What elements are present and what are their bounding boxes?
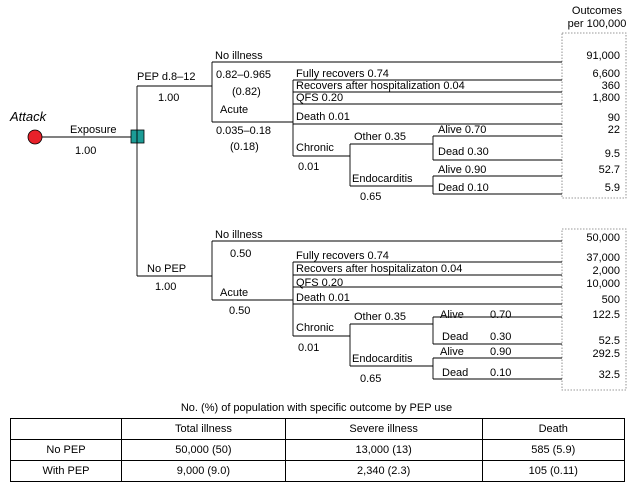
nopep-acute: Acute <box>220 287 248 299</box>
table-row: With PEP 9,000 (9.0) 2,340 (2.3) 105 (0.… <box>10 460 625 482</box>
table-header-row: Total illness Severe illness Death <box>10 418 625 440</box>
nopep-outcome: 292.5 <box>592 348 620 360</box>
pep-chronic: Chronic <box>296 142 334 154</box>
pep-dead-other: Dead 0.30 <box>438 146 489 158</box>
nopep-alive-other-prob: 0.70 <box>490 309 511 321</box>
attack-node <box>27 129 43 145</box>
decision-tree: Attack Exposure 1.00 Outcomes per 100,00… <box>9 5 627 391</box>
nopep-other: Other 0.35 <box>354 311 406 323</box>
nopep-outcomes-box <box>561 228 627 391</box>
nopep-alive-endo: Alive <box>440 346 464 358</box>
nopep-outcome: 37,000 <box>586 252 620 264</box>
pep-qfs: QFS 0.20 <box>296 92 343 104</box>
nopep-endocarditis-prob: 0.65 <box>360 373 381 385</box>
pep-label: PEP d.8–12 <box>137 71 196 83</box>
pep-outcome: 52.7 <box>599 164 620 176</box>
nopep-qfs: QFS 0.20 <box>296 277 343 289</box>
pep-endocarditis-prob: 0.65 <box>360 191 381 203</box>
outcomes-header-2: per 100,000 <box>568 18 627 30</box>
nopep-outcome: 10,000 <box>586 278 620 290</box>
nopep-acute-prob: 0.50 <box>229 305 250 317</box>
pep-prob: 1.00 <box>158 92 179 104</box>
nopep-recovers-hosp: Recovers after hospitalizaton 0.04 <box>296 263 462 275</box>
table-cell: No PEP <box>10 439 122 461</box>
pep-outcome: 360 <box>602 80 620 92</box>
table-cell: With PEP <box>10 460 122 482</box>
pep-no-illness-prob: (0.82) <box>232 86 261 98</box>
table-row: No PEP 50,000 (50) 13,000 (13) 585 (5.9) <box>10 439 625 461</box>
pep-outcome: 6,600 <box>592 68 620 80</box>
pep-no-illness-range: 0.82–0.965 <box>216 69 271 81</box>
nopep-outcome: 52.5 <box>599 335 620 347</box>
nopep-prob: 1.00 <box>155 281 176 293</box>
pep-chronic-prob: 0.01 <box>298 161 319 173</box>
nopep-dead-other-prob: 0.30 <box>490 331 511 343</box>
pep-other: Other 0.35 <box>354 131 406 143</box>
pep-fully-recovers: Fully recovers 0.74 <box>296 68 389 80</box>
pep-acute: Acute <box>220 104 248 116</box>
pep-outcome: 5.9 <box>605 182 620 194</box>
nopep-outcome: 32.5 <box>599 369 620 381</box>
table-cell: 2,340 (2.3) <box>284 460 483 482</box>
nopep-alive-other: Alive <box>440 309 464 321</box>
nopep-dead-endo: Dead <box>442 367 468 379</box>
table-cell: 585 (5.9) <box>481 439 625 461</box>
nopep-chronic-prob: 0.01 <box>298 342 319 354</box>
pep-outcome: 1,800 <box>592 92 620 104</box>
pep-dead-endo: Dead 0.10 <box>438 182 489 194</box>
nopep-no-illness: No illness <box>215 229 263 241</box>
nopep-outcome: 500 <box>602 294 620 306</box>
nopep-dead-endo-prob: 0.10 <box>490 367 511 379</box>
nopep-death: Death 0.01 <box>296 292 350 304</box>
nopep-chronic: Chronic <box>296 322 334 334</box>
table-cell: 13,000 (13) <box>284 439 483 461</box>
table-cell: 105 (0.11) <box>481 460 625 482</box>
table-caption: No. (%) of population with specific outc… <box>180 402 453 414</box>
nopep-dead-other: Dead <box>442 331 468 343</box>
exposure-node <box>130 129 145 144</box>
pep-outcome: 22 <box>608 124 620 136</box>
nopep-alive-endo-prob: 0.90 <box>490 346 511 358</box>
pep-acute-prob: (0.18) <box>230 141 259 153</box>
nopep-outcome: 50,000 <box>586 232 620 244</box>
nopep-outcome: 122.5 <box>592 309 620 321</box>
nopep-no-illness-prob: 0.50 <box>230 248 251 260</box>
table-cell: 50,000 (50) <box>121 439 286 461</box>
pep-outcome: 9.5 <box>605 148 620 160</box>
pep-outcome: 90 <box>608 112 620 124</box>
pep-alive-endo: Alive 0.90 <box>438 164 486 176</box>
table-cell: 9,000 (9.0) <box>121 460 286 482</box>
nopep-outcome: 2,000 <box>592 265 620 277</box>
pep-outcome: 91,000 <box>586 50 620 62</box>
exposure-prob: 1.00 <box>75 145 96 157</box>
pep-endocarditis: Endocarditis <box>352 173 413 185</box>
table-header-cell: Death <box>481 418 625 440</box>
pep-acute-range: 0.035–0.18 <box>216 125 271 137</box>
pep-outcomes-box <box>561 32 627 199</box>
attack-label: Attack <box>9 109 48 124</box>
table-header-cell: Total illness <box>121 418 286 440</box>
pep-recovers-hosp: Recovers after hospitalization 0.04 <box>296 80 465 92</box>
pep-death: Death 0.01 <box>296 111 350 123</box>
nopep-endocarditis: Endocarditis <box>352 353 413 365</box>
pep-alive-other: Alive 0.70 <box>438 124 486 136</box>
outcome-table: Total illness Severe illness Death No PE… <box>10 418 625 482</box>
nopep-label: No PEP <box>147 263 186 275</box>
outcomes-header-1: Outcomes <box>572 5 623 17</box>
table-header-cell: Severe illness <box>284 418 483 440</box>
exposure-label: Exposure <box>70 124 116 136</box>
table-header-cell <box>10 418 122 440</box>
nopep-fully-recovers: Fully recovers 0.74 <box>296 250 389 262</box>
pep-no-illness: No illness <box>215 50 263 62</box>
